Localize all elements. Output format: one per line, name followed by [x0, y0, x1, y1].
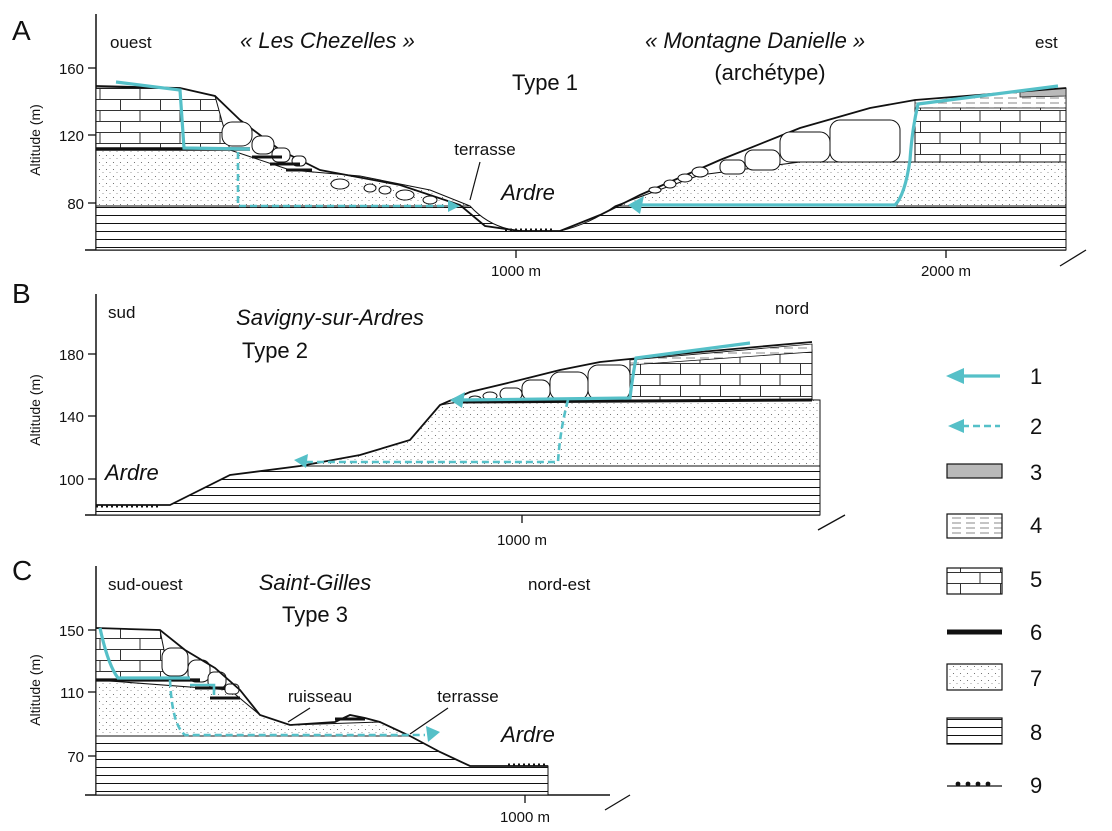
x-tick-label: 1000 m	[491, 263, 541, 280]
sand-layer-right	[614, 161, 1067, 207]
bedrock-layer	[95, 465, 821, 516]
legend-item: 2	[948, 414, 1042, 439]
legend-item: 3	[946, 460, 1042, 485]
river-label: Ardre	[103, 460, 159, 485]
flow-path-1	[459, 341, 751, 402]
type-label: Type 3	[282, 602, 348, 627]
legend-number: 4	[1030, 513, 1042, 538]
terrace-label: terrasse	[437, 687, 498, 706]
direction-right: nord	[775, 299, 809, 318]
legend-item: 7	[946, 663, 1042, 691]
y-tick-label: 160	[59, 61, 84, 78]
legend-lined-box	[946, 717, 1003, 745]
x-tick-label: 2000 m	[921, 263, 971, 280]
y-tick-label: 120	[59, 128, 84, 145]
y-tick-label: 140	[59, 409, 84, 426]
panel-letter: A	[12, 15, 31, 46]
legend-number: 2	[1030, 414, 1042, 439]
site-name: Saint-Gilles	[259, 570, 371, 595]
ground-surface	[95, 627, 548, 767]
legend-number: 7	[1030, 666, 1042, 691]
panel-letter: B	[12, 278, 31, 309]
collapsed-blocks-left	[221, 121, 438, 205]
panel-letter: C	[12, 555, 32, 586]
site-name: Savigny-sur-Ardres	[236, 305, 424, 330]
direction-left: sud-ouest	[108, 575, 183, 594]
legend-item: 8	[946, 717, 1042, 745]
ground-surface	[95, 85, 1067, 232]
terrace-pointer	[469, 161, 481, 201]
sand-layer-left	[95, 149, 471, 207]
collapsed-blocks-right	[648, 119, 901, 194]
type-label: Type 2	[242, 338, 308, 363]
legend-brick-box	[946, 567, 1003, 595]
legend-number: 8	[1030, 720, 1042, 745]
legend-item: 6	[947, 620, 1042, 645]
y-axis-title: Altitude (m)	[27, 654, 43, 726]
y-tick-label: 80	[67, 196, 84, 213]
site-name-right: « Montagne Danielle »	[645, 28, 865, 53]
x-tick-label: 1000 m	[500, 809, 550, 826]
panel-c: C 150 110 70 Altitude (m) 1000 m	[12, 555, 631, 826]
direction-left: sud	[108, 303, 135, 322]
flow-path-2	[236, 152, 448, 208]
bedrock-layer	[95, 205, 1067, 251]
panel-a: A 160 120 80 Altitude (m) 1000 m 2000 m	[12, 14, 1087, 280]
y-tick-label: 110	[60, 685, 84, 702]
flow-path-1	[98, 627, 190, 680]
panel-b: B 180 140 100 Altitude (m) 1000 m	[12, 278, 846, 549]
legend-dashed-box	[946, 513, 1003, 539]
flow-path-1-right	[640, 84, 1059, 207]
legend-item: 5	[946, 567, 1042, 595]
collapsed-blocks	[161, 647, 240, 695]
terrace-label: terrasse	[454, 140, 515, 159]
stream-label: ruisseau	[288, 687, 352, 706]
sand-layer	[95, 679, 411, 737]
legend-item: 9	[947, 773, 1042, 798]
y-tick-label: 70	[67, 749, 84, 766]
axis-break	[817, 514, 846, 531]
flow-path-2	[305, 399, 570, 464]
site-name-left: « Les Chezelles »	[240, 28, 415, 53]
legend: 1 2 3 4 5 6 7	[946, 364, 1042, 798]
type-label: Type 1	[512, 70, 578, 95]
flow-path-1	[115, 80, 251, 151]
terrace-pointer	[409, 707, 449, 735]
legend-item: 1	[946, 364, 1042, 389]
direction-right: nord-est	[528, 575, 591, 594]
axis-break	[604, 794, 631, 811]
y-axis-title: Altitude (m)	[27, 374, 43, 446]
sand-layer	[299, 397, 821, 467]
direction-right: est	[1035, 33, 1058, 52]
y-tick-label: 100	[59, 472, 84, 489]
y-tick-label: 180	[59, 347, 84, 364]
legend-item: 4	[946, 513, 1042, 539]
flow-path-2	[168, 679, 425, 737]
ground-surface	[96, 341, 813, 506]
stream-pointer	[287, 707, 311, 723]
axis-break	[1059, 249, 1087, 267]
x-tick-label: 1000 m	[497, 532, 547, 549]
direction-left: ouest	[110, 33, 152, 52]
legend-number: 5	[1030, 567, 1042, 592]
legend-grey-box	[946, 463, 1003, 479]
river-label: Ardre	[499, 722, 555, 747]
limestone-left	[95, 87, 231, 151]
site-subtitle: (archétype)	[714, 60, 825, 85]
clay-horizon	[459, 398, 813, 404]
y-axis-title: Altitude (m)	[27, 104, 43, 176]
collapsed-blocks	[468, 364, 631, 403]
legend-number: 6	[1030, 620, 1042, 645]
legend-dotted-box	[946, 663, 1003, 691]
legend-number: 1	[1030, 364, 1042, 389]
legend-number: 9	[1030, 773, 1042, 798]
marl-band	[629, 343, 813, 366]
y-tick-label: 150	[59, 623, 84, 640]
river-label: Ardre	[499, 180, 555, 205]
legend-number: 3	[1030, 460, 1042, 485]
